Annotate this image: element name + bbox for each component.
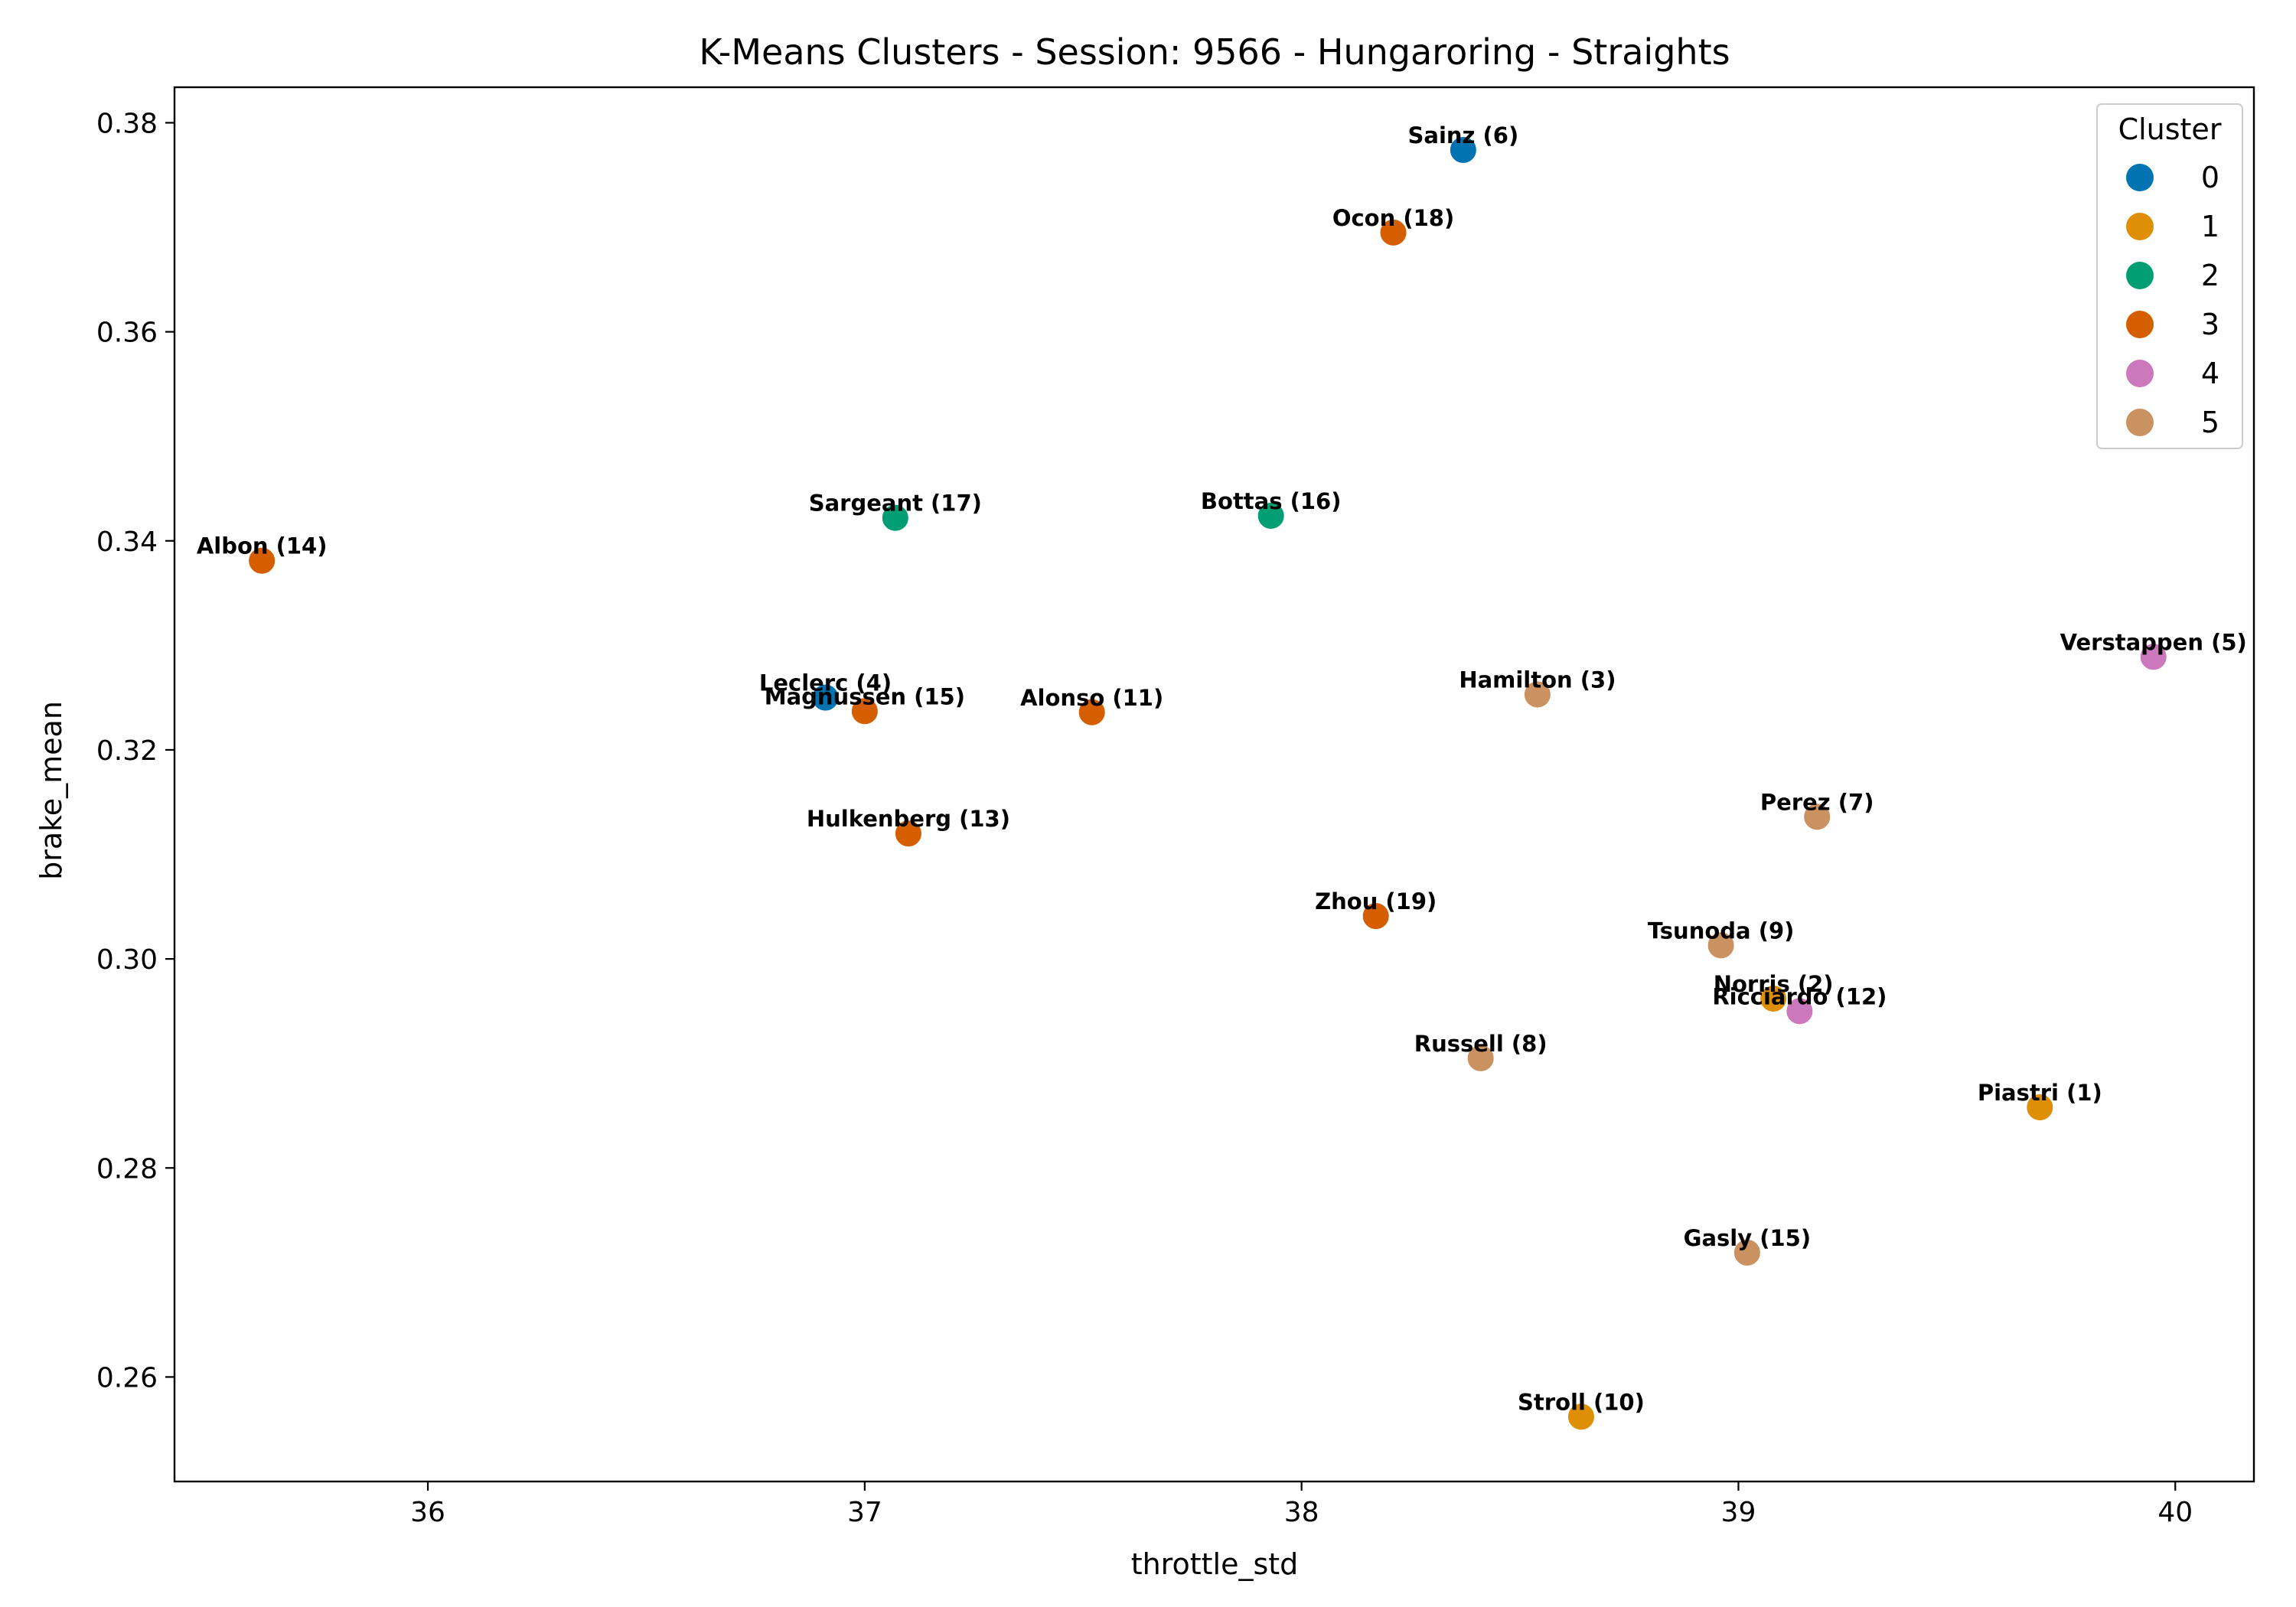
data-point-label: Alonso (11) [1020,685,1163,711]
legend-label: 0 [2201,161,2219,194]
data-point [1759,983,1789,1013]
data-point [1732,1237,1762,1267]
data-point [247,546,277,575]
data-point-label: Piastri (1) [1978,1080,2102,1106]
data-point [880,503,910,533]
data-point [1466,1043,1495,1073]
legend-marker [2126,262,2154,289]
y-axis-label: brake_mean [34,701,68,880]
legend-label: 4 [2201,357,2219,390]
y-tick-label: 0.38 [96,108,158,139]
data-point-label: Hulkenberg (13) [807,806,1010,832]
x-tick-label: 38 [1284,1497,1319,1528]
legend-marker [2126,311,2154,338]
data-point-label: Stroll (10) [1518,1389,1645,1415]
data-point [2138,642,2168,672]
data-point [1802,802,1832,832]
data-point-label: Norris (2) [1714,971,1834,997]
data-point-label: Perez (7) [1760,789,1874,815]
legend-marker [2126,360,2154,387]
legend-title: Cluster [2118,112,2222,146]
data-point-label: Sargeant (17) [809,491,982,517]
y-tick-label: 0.36 [96,318,158,349]
y-tick-label: 0.32 [96,735,158,767]
y-tick-label: 0.34 [96,526,158,558]
data-point [1361,901,1391,931]
legend-marker [2126,213,2154,240]
data-point [810,683,840,712]
data-point-label: Hamilton (3) [1459,667,1616,693]
data-point-label: Gasly (15) [1684,1225,1811,1251]
data-point [1077,697,1107,727]
data-points [247,135,2168,1432]
data-point [1522,680,1552,709]
data-point [1256,500,1286,530]
data-point-label: Sainz (6) [1408,122,1519,148]
data-point-label: Leclerc (4) [759,670,892,696]
data-point-label: Russell (8) [1414,1031,1548,1057]
chart-title: K-Means Clusters - Session: 9566 - Hunga… [699,31,1730,73]
data-point-labels: Sainz (6) Ocon (18) Sargeant (17) Bottas (1… [197,122,2247,1415]
data-point-label: Magnussen (15) [765,683,965,709]
x-axis-label: throttle_std [1131,1547,1299,1581]
y-tick-label: 0.30 [96,944,158,976]
data-point-label: Ocon (18) [1332,205,1454,231]
y-axis-ticks: 0.26 0.28 0.30 0.32 0.34 0.36 0.38 [96,108,174,1393]
data-point [850,696,879,726]
x-tick-label: 37 [847,1497,882,1528]
legend-label: 5 [2201,406,2219,439]
legend-label: 1 [2201,210,2219,243]
data-point [1378,217,1408,247]
data-point [1566,1402,1596,1432]
data-point-label: Bottas (16) [1201,488,1342,514]
axes-frame [173,86,2255,1483]
data-point-label: Verstappen (5) [2060,629,2247,655]
x-tick-label: 40 [2157,1497,2193,1528]
data-point-label: Tsunoda (9) [1648,918,1795,944]
legend-label: 3 [2201,308,2219,341]
data-point [2025,1093,2055,1123]
x-tick-label: 36 [410,1497,445,1528]
legend-marker [2126,409,2154,436]
y-tick-label: 0.26 [96,1362,158,1393]
data-point [1785,996,1815,1026]
data-point-label: Albon (14) [197,533,328,559]
y-tick-label: 0.28 [96,1153,158,1185]
x-axis-ticks: 36 37 38 39 40 [410,1482,2193,1528]
legend-marker [2126,164,2154,191]
legend-label: 2 [2201,259,2219,292]
legend: Cluster 0 1 2 3 4 5 [2096,103,2243,449]
data-point [1448,135,1478,165]
legend-box [2096,103,2243,449]
data-point-label: Ricciardo (12) [1712,983,1887,1009]
x-tick-label: 39 [1721,1497,1756,1528]
data-point [1706,931,1736,960]
plot-area [173,86,2255,1483]
data-point [893,819,923,849]
data-point-label: Zhou (19) [1315,888,1437,914]
